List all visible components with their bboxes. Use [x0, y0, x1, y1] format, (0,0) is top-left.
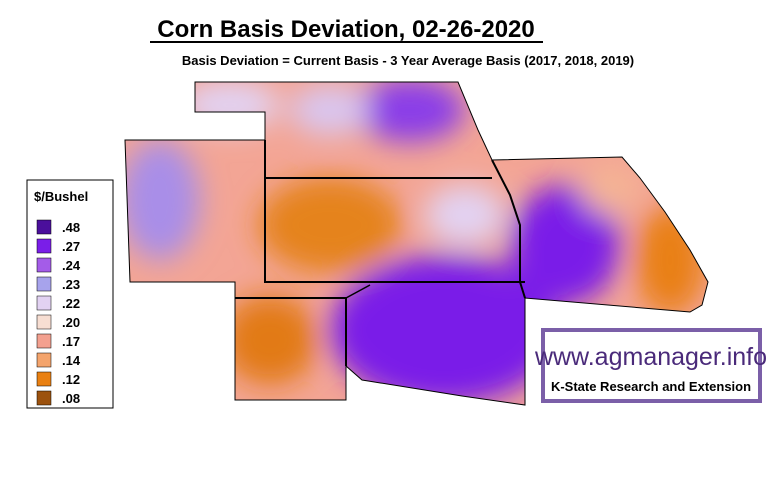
legend-label: .48 — [62, 220, 80, 235]
legend-label: .14 — [62, 353, 81, 368]
legend-label: .08 — [62, 391, 80, 406]
legend-label: .17 — [62, 334, 80, 349]
legend-swatch — [36, 371, 52, 387]
legend-title: $/Bushel — [34, 189, 88, 204]
legend-label: .24 — [62, 258, 81, 273]
legend-box — [26, 179, 114, 409]
legend-swatch — [36, 390, 52, 406]
legend-label: .22 — [62, 296, 80, 311]
watermark-url: www.agmanager.info — [534, 343, 767, 371]
legend-label: .23 — [62, 277, 80, 292]
legend-swatch — [36, 295, 52, 311]
legend-swatch — [36, 333, 52, 349]
state-borders — [124, 81, 709, 406]
legend-swatch — [36, 219, 52, 235]
legend-swatch — [36, 352, 52, 368]
watermark-box — [541, 328, 762, 403]
legend-swatch — [36, 238, 52, 254]
title: Corn Basis Deviation, 02-26-2020 — [157, 16, 535, 43]
legend-swatch — [36, 314, 52, 330]
watermark-org: K-State Research and Extension — [551, 379, 751, 394]
legend-label: .27 — [62, 239, 80, 254]
legend-swatch — [36, 276, 52, 292]
legend-label: .12 — [62, 372, 80, 387]
legend-swatch — [36, 257, 52, 273]
legend-items: .48 .27 .24 .23 .22 .20 .17 .14 .12 .08 — [36, 219, 81, 406]
legend-label: .20 — [62, 315, 80, 330]
subtitle: Basis Deviation = Current Basis - 3 Year… — [182, 53, 634, 68]
